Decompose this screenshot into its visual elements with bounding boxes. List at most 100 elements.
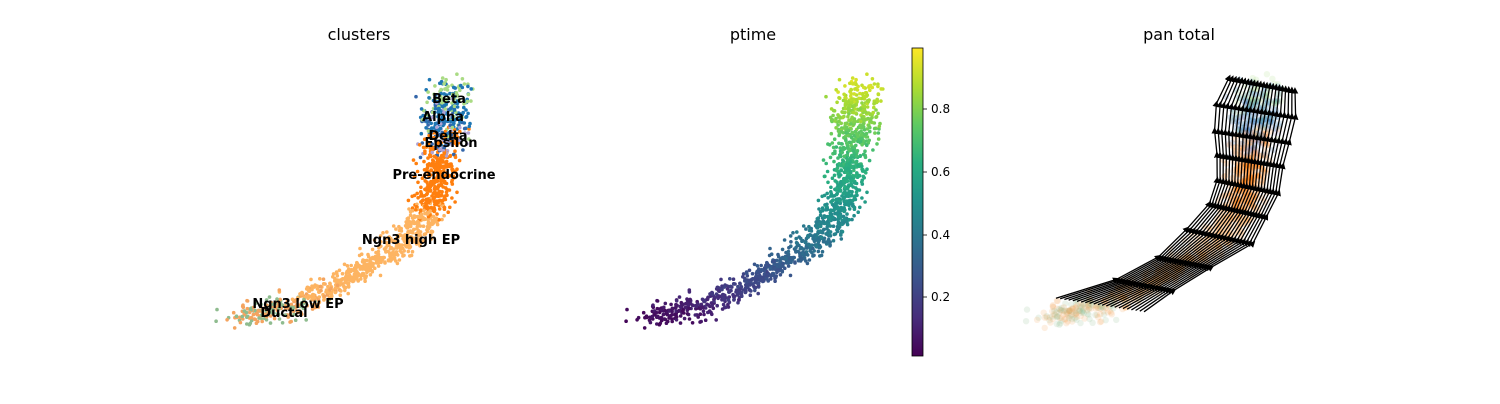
cell-point <box>860 101 864 105</box>
cell-point <box>826 180 830 185</box>
cell-point <box>310 307 315 311</box>
cell-point <box>846 145 850 149</box>
cell-point <box>808 249 812 253</box>
cell-point <box>244 310 249 315</box>
cell-point <box>404 244 409 248</box>
cell-point <box>689 302 693 306</box>
cell-point <box>435 212 439 216</box>
cell-point <box>828 244 832 248</box>
cell-point <box>835 186 839 191</box>
cell-point <box>791 231 795 235</box>
cell-point <box>868 112 873 117</box>
cell-point <box>385 241 390 246</box>
cell-point <box>370 269 375 273</box>
cell-point <box>698 320 702 324</box>
cell-point <box>1082 304 1089 311</box>
cell-point <box>667 316 671 320</box>
cell-point <box>807 224 811 229</box>
cell-point <box>424 126 428 130</box>
cell-point <box>836 123 840 127</box>
cell-point <box>350 275 354 280</box>
cell-point <box>448 107 453 111</box>
cell-point <box>875 99 880 104</box>
cell-point <box>439 117 444 122</box>
cell-point <box>448 205 452 210</box>
cell-point <box>820 249 825 254</box>
cell-point <box>856 174 861 178</box>
cell-point <box>425 212 430 216</box>
cell-point <box>706 303 711 307</box>
cell-point <box>1263 71 1271 78</box>
cell-point <box>397 224 401 229</box>
cell-point <box>850 101 854 105</box>
cell-point <box>846 114 850 119</box>
cell-point <box>872 101 876 106</box>
cell-point <box>828 230 833 234</box>
cell-point <box>741 275 745 279</box>
cell-point <box>862 115 866 119</box>
cell-point <box>404 220 409 224</box>
cell-point <box>716 288 721 293</box>
cell-point <box>406 249 411 254</box>
cell-point <box>778 259 782 264</box>
cell-point <box>450 142 454 147</box>
cell-point <box>448 154 453 158</box>
cell-point <box>858 91 862 96</box>
cell-point <box>465 142 469 146</box>
cell-point <box>442 103 447 108</box>
cell-point <box>849 183 854 188</box>
cell-point <box>363 279 367 284</box>
cell-point <box>415 219 420 224</box>
cell-point <box>422 137 427 141</box>
cell-point <box>280 321 285 325</box>
cell-point <box>836 183 840 187</box>
cell-point <box>425 186 429 191</box>
cell-point <box>863 118 867 122</box>
cell-point <box>245 299 250 303</box>
cell-point <box>850 97 854 101</box>
cell-point <box>448 119 453 124</box>
cell-point <box>855 132 859 136</box>
cell-point <box>860 164 864 169</box>
cell-point <box>355 260 359 265</box>
cell-point <box>424 198 429 202</box>
cell-point <box>838 180 843 185</box>
cell-point <box>437 218 441 222</box>
cell-point <box>412 236 417 241</box>
cell-point <box>347 267 351 271</box>
cell-point <box>316 298 321 302</box>
cell-point <box>841 197 846 201</box>
cell-point <box>780 269 784 273</box>
cell-point <box>822 236 827 241</box>
cell-point <box>1069 305 1076 313</box>
cell-point <box>253 308 257 313</box>
colorbar-tick-label: 0.2 <box>931 290 950 304</box>
cell-point <box>450 164 454 169</box>
cell-point <box>354 273 359 278</box>
cell-point <box>868 117 872 121</box>
cell-point <box>234 314 239 319</box>
cell-point <box>748 293 753 298</box>
cell-point <box>778 273 783 277</box>
cell-point <box>843 99 848 104</box>
cell-point <box>877 124 882 129</box>
cell-point <box>268 304 272 309</box>
cell-point <box>394 227 398 231</box>
cell-point <box>384 250 388 254</box>
cell-point <box>432 209 437 214</box>
cell-point <box>759 268 764 272</box>
cell-point <box>397 228 402 233</box>
cell-point <box>833 151 837 155</box>
cell-point <box>798 251 802 255</box>
cell-point <box>419 131 424 136</box>
cell-point <box>737 298 741 302</box>
cell-point <box>432 154 437 159</box>
cell-point <box>760 278 764 283</box>
cell-point <box>837 162 841 166</box>
cell-point <box>756 281 761 286</box>
cell-point <box>326 284 330 289</box>
cell-point <box>462 82 467 86</box>
cell-point <box>390 239 394 243</box>
cell-point <box>396 242 401 247</box>
cell-point <box>845 179 849 183</box>
